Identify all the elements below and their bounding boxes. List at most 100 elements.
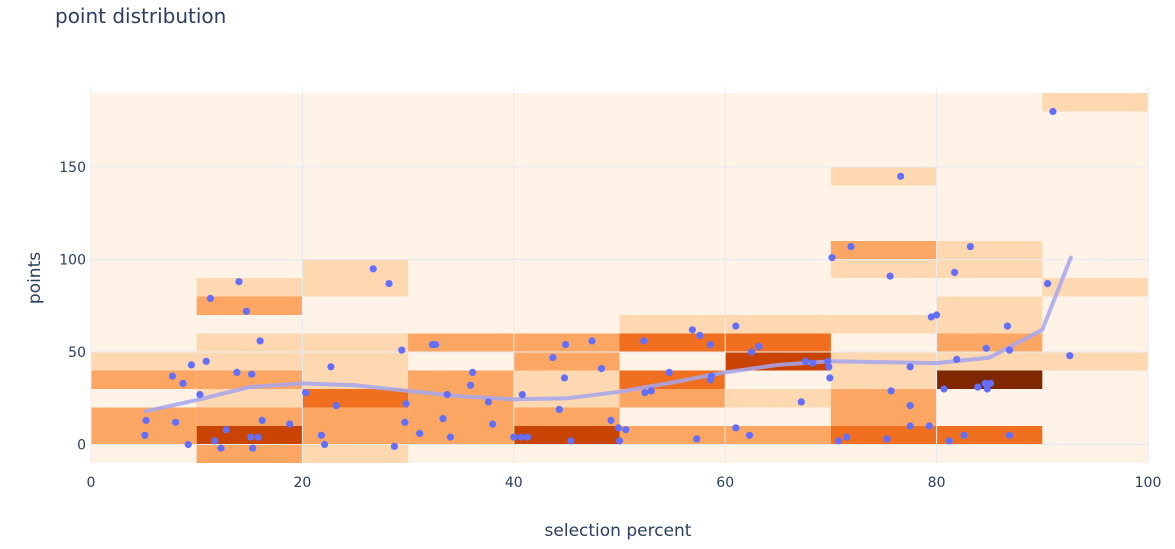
scatter-point [906,402,914,410]
x-tick-label: 0 [87,475,96,491]
heatmap-cell [619,389,726,408]
scatter-point [974,383,982,391]
heatmap-cell [725,389,831,408]
scatter-point [825,363,833,371]
scatter-point [202,357,210,365]
scatter-point [332,402,340,410]
heatmap-cell [302,444,409,463]
scatter-point [446,433,454,441]
heatmap-cell [619,315,726,334]
scatter-point [432,341,440,349]
scatter-point [549,354,557,362]
heatmap-cell [513,407,620,426]
heatmap-cell [1042,352,1148,371]
scatter-point [517,433,525,441]
scatter-point [966,243,975,251]
scatter-point [951,268,959,276]
tick-layer: 0 20 40 60 80 100 0 50 100 150 [59,160,1161,491]
scatter-point [523,433,532,441]
scatter-point [398,346,406,354]
scatter-point [828,254,836,262]
scatter-point [843,433,851,441]
scatter-point [302,389,310,397]
scatter-point [518,391,526,399]
scatter-point [887,387,895,395]
scatter-point [211,437,219,445]
heatmap-cell [408,333,514,352]
heatmap-cell [830,241,937,260]
scatter-point [385,280,393,288]
scatter-point [555,405,563,413]
scatter-point [696,331,704,339]
scatter-point [247,433,255,441]
scatter-point [1044,280,1052,288]
y-tick-label: 100 [59,253,86,269]
scatter-point [469,368,477,376]
heatmap-cell [408,407,514,426]
scatter-point [401,418,409,426]
scatter-layer [141,107,1074,452]
chart-title: point distribution [55,4,227,28]
heatmap-cell [830,389,937,408]
grid-layer [90,87,1149,463]
scatter-point [1003,322,1012,330]
heatmap-cell [725,333,831,352]
scatter-point [640,337,648,345]
y-axis-title: points [25,252,45,304]
scatter-point [248,370,256,378]
heatmap-cell [196,352,303,371]
scatter-point [242,307,250,315]
scatter-point [960,431,968,439]
scatter-point [824,357,832,365]
scatter-point [983,385,991,393]
scatter-point [981,379,989,387]
heatmap-cell [196,407,303,426]
heatmap-cell [830,167,937,186]
scatter-point [416,429,424,437]
scatter-point [560,374,569,382]
scatter-point [906,363,914,371]
heatmap-cell [830,315,937,334]
scatter-point [1005,431,1014,439]
scatter-point [369,265,377,273]
heatmap-cell [936,241,1043,260]
scatter-point [206,294,214,302]
scatter-point [235,278,243,286]
heatmap-cell [619,426,726,445]
scatter-point [748,348,756,356]
heatmap-cell [196,333,303,352]
scatter-point [321,440,329,449]
scatter-point [439,415,447,423]
heatmap-cell [936,333,1043,352]
scatter-point [615,437,624,445]
scatter-point [732,322,740,330]
trend-line [144,255,1073,414]
scatter-point [925,422,933,430]
x-tick-label: 80 [928,475,946,491]
scatter-point [254,433,262,441]
heatmap-cell [91,407,197,426]
heatmap-cell [302,352,409,371]
scatter-point [886,272,894,280]
scatter-point [562,341,570,349]
scatter-point [953,355,961,363]
scatter-point [986,379,995,387]
scatter-point [755,342,763,350]
scatter-point [390,442,398,450]
scatter-point [665,368,673,376]
scatter-point [614,424,623,432]
heatmap-cell [302,278,409,297]
scatter-point [1049,107,1057,116]
heatmap-cell [408,370,514,389]
heatmap-cell [619,370,726,389]
scatter-point [1005,346,1014,354]
heatmap-cell [302,259,409,278]
scatter-point [510,433,518,441]
scatter-point [466,381,475,389]
scatter-point [179,379,187,387]
scatter-point [196,391,204,399]
scatter-point [732,424,740,432]
x-tick-label: 20 [293,475,311,491]
scatter-point [945,437,953,445]
